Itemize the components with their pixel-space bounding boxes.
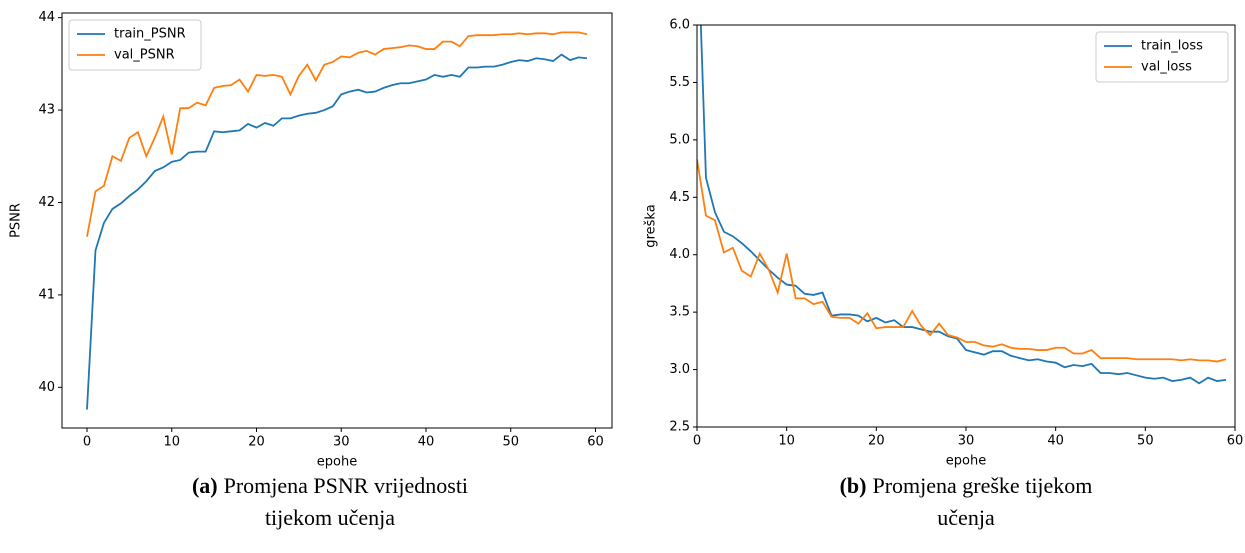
y-tick-label: 43: [38, 103, 55, 118]
legend-label: val_loss: [1141, 60, 1192, 75]
x-tick-label: 10: [163, 435, 180, 450]
legend-label: train_loss: [1141, 39, 1203, 54]
legend-label: train_PSNR: [114, 27, 186, 42]
y-tick-label: 6.0: [669, 18, 690, 33]
x-tick-label: 30: [333, 435, 350, 450]
y-tick-label: 42: [38, 195, 55, 210]
y-tick-label: 4.5: [669, 190, 690, 205]
x-tick-label: 0: [83, 435, 91, 450]
x-tick-label: 0: [693, 434, 701, 449]
caption: (b) Promjena greške tijekom: [840, 473, 1093, 498]
y-tick-label: 5.0: [669, 132, 690, 147]
data-line: [697, 159, 1227, 363]
data-line: [699, 25, 1227, 385]
caption-label: (a): [192, 473, 218, 498]
legend: train_PSNR val_PSNR: [68, 19, 202, 71]
y-tick-label: 3.5: [669, 305, 690, 320]
chart: 0 10 20 30 40 50 60 2.5 3.0 3.5 4.0 4.5 5.0 5.5 6.0 epo…: [644, 18, 1244, 531]
x-tick-label: 60: [1227, 434, 1244, 449]
y-tick-label: 41: [38, 287, 55, 302]
x-tick-label: 40: [418, 435, 435, 450]
x-tick-label: 20: [868, 434, 885, 449]
caption-text: učenja: [937, 505, 995, 530]
y-tick-label: 2.5: [669, 420, 690, 435]
x-tick-label: 50: [502, 435, 519, 450]
legend-label: val_PSNR: [114, 48, 175, 63]
plot-frame: [696, 24, 1236, 428]
caption-label: (b): [840, 473, 867, 498]
data-line: [86, 53, 588, 410]
y-tick-label: 3.0: [669, 362, 690, 377]
caption-text: Promjena PSNR vrijednosti: [224, 473, 468, 498]
y-tick-label: 44: [38, 10, 55, 25]
data-line: [86, 31, 588, 237]
y-tick-label: 5.5: [669, 75, 690, 90]
y-tick-label: 4.0: [669, 247, 690, 262]
caption-text: Promjena greške tijekom: [872, 473, 1092, 498]
y-axis-label: PSNR: [9, 203, 24, 238]
x-tick-label: 30: [958, 434, 975, 449]
plot-frame: [61, 12, 613, 429]
legend: train_loss val_loss: [1095, 31, 1229, 83]
x-tick-label: 20: [248, 435, 265, 450]
chart: 0 10 20 30 40 50 60 40 41 42 43 44 epohe PSNR train_PS…: [9, 10, 613, 530]
caption-text: tijekom učenja: [265, 505, 395, 530]
legend-box: [1095, 31, 1229, 83]
x-axis-label: epohe: [946, 454, 986, 469]
x-axis-label: epohe: [317, 455, 357, 470]
x-tick-label: 10: [778, 434, 795, 449]
x-tick-label: 40: [1047, 434, 1064, 449]
x-tick-label: 50: [1137, 434, 1154, 449]
y-axis-label: greška: [644, 204, 659, 247]
legend-box: [68, 19, 202, 71]
caption: (a) Promjena PSNR vrijednosti: [192, 473, 468, 498]
x-tick-label: 60: [587, 435, 604, 450]
y-tick-label: 40: [38, 380, 55, 395]
